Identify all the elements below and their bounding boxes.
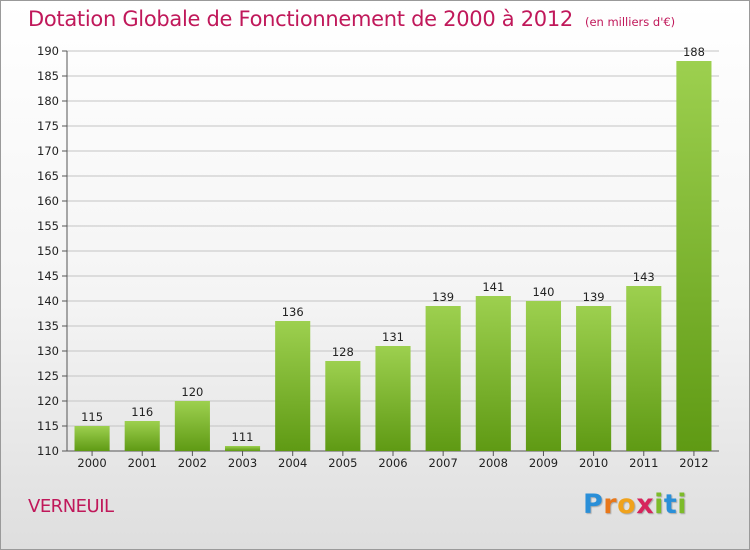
data-label: 141: [482, 280, 504, 294]
bar: [174, 401, 210, 451]
bar: [626, 286, 662, 451]
proxiti-logo[interactable]: Proxiti: [583, 489, 687, 520]
x-tick-label: 2006: [378, 456, 407, 470]
bar: [124, 421, 160, 451]
bar: [425, 306, 461, 451]
x-tick-label: 2004: [278, 456, 307, 470]
x-tick-label: 2012: [679, 456, 708, 470]
y-tick-label: 190: [37, 44, 59, 58]
data-label: 140: [532, 285, 554, 299]
x-tick-label: 2009: [529, 456, 558, 470]
y-tick-label: 155: [37, 219, 59, 233]
chart-title: Dotation Globale de Fonctionnement de 20…: [28, 7, 675, 31]
data-label: 111: [232, 430, 254, 444]
logo-letter: i: [677, 489, 688, 520]
chart-unit-label: (en milliers d'€): [584, 15, 676, 29]
y-tick-label: 115: [37, 419, 59, 433]
logo-letter: o: [617, 489, 637, 520]
bar: [525, 301, 562, 451]
y-tick-label: 180: [37, 94, 59, 108]
y-tick-label: 140: [37, 294, 59, 308]
logo-letter: t: [663, 489, 678, 520]
x-tick-label: 2007: [429, 456, 458, 470]
y-tick-label: 120: [37, 394, 59, 408]
data-label: 136: [282, 305, 304, 319]
bar: [74, 426, 110, 451]
logo-letter: P: [583, 489, 604, 520]
bar: [475, 296, 511, 451]
x-tick-label: 2010: [579, 456, 608, 470]
bar: [275, 321, 311, 451]
data-label: 115: [81, 410, 103, 424]
x-tick-label: 2008: [479, 456, 508, 470]
data-label: 139: [432, 290, 454, 304]
y-tick-label: 165: [37, 169, 59, 183]
data-label: 120: [181, 385, 203, 399]
logo-letter: i: [654, 489, 664, 520]
bar: [325, 361, 361, 451]
x-tick-label: 2005: [328, 456, 357, 470]
x-tick-label: 2011: [629, 456, 658, 470]
data-label: 116: [131, 405, 153, 419]
y-tick-label: 170: [37, 144, 59, 158]
y-tick-label: 110: [37, 444, 59, 458]
x-tick-label: 2000: [77, 456, 106, 470]
bar: [224, 446, 261, 451]
y-tick-label: 175: [37, 119, 59, 133]
bar: [375, 346, 411, 451]
data-label: 139: [583, 290, 605, 304]
logo-letter: r: [603, 489, 618, 520]
x-tick-label: 2003: [228, 456, 257, 470]
x-tick-label: 2002: [178, 456, 207, 470]
commune-name: VERNEUIL: [28, 496, 114, 517]
data-label: 128: [332, 345, 354, 359]
y-tick-label: 145: [37, 269, 59, 283]
y-tick-label: 135: [37, 319, 59, 333]
y-tick-label: 125: [37, 369, 59, 383]
x-tick-label: 2001: [128, 456, 157, 470]
data-label: 143: [633, 270, 655, 284]
y-tick-label: 185: [37, 69, 59, 83]
data-label: 188: [683, 45, 705, 59]
bar: [576, 306, 612, 451]
bar: [676, 61, 712, 451]
chart-title-text: Dotation Globale de Fonctionnement de 20…: [28, 7, 573, 31]
y-tick-label: 130: [37, 344, 59, 358]
y-tick-label: 160: [37, 194, 59, 208]
y-tick-label: 150: [37, 244, 59, 258]
logo-letter: x: [636, 489, 655, 520]
data-label: 131: [382, 330, 404, 344]
